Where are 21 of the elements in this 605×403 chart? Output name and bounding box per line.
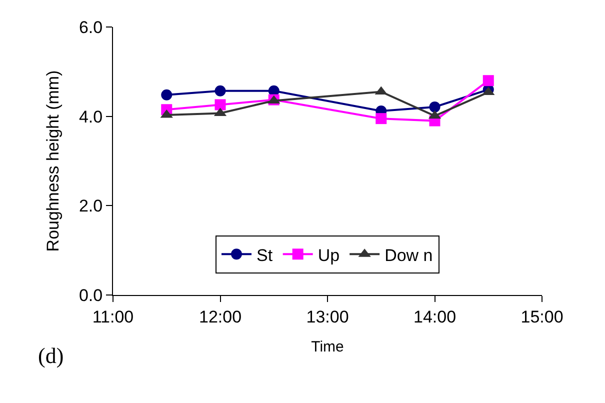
point: [376, 113, 387, 124]
x-tick-label: 11:00: [92, 307, 134, 326]
y-tick-label: 0.0: [78, 286, 103, 305]
x-tick-label: 15:00: [520, 307, 564, 326]
y-tick-label: 2.0: [78, 196, 103, 216]
point: [482, 75, 494, 86]
y-axis-title: Roughness height (mm): [44, 70, 63, 252]
y-tick-label: 6.0: [78, 18, 103, 37]
point: [214, 99, 226, 110]
legend-label: St: [256, 246, 273, 265]
legend-label: Up: [318, 246, 340, 265]
x-axis-title: Time: [311, 338, 344, 356]
point: [214, 85, 226, 96]
y-tick-label: 4.0: [78, 107, 103, 126]
text: (d): [38, 343, 64, 368]
point: [161, 89, 172, 100]
point: [429, 101, 440, 112]
x-tick-label: 14:00: [413, 307, 456, 326]
x-tick-label: 12:00: [198, 307, 242, 326]
legend-label: Dow n: [384, 246, 433, 265]
x-tick-label: 13:00: [306, 307, 349, 326]
